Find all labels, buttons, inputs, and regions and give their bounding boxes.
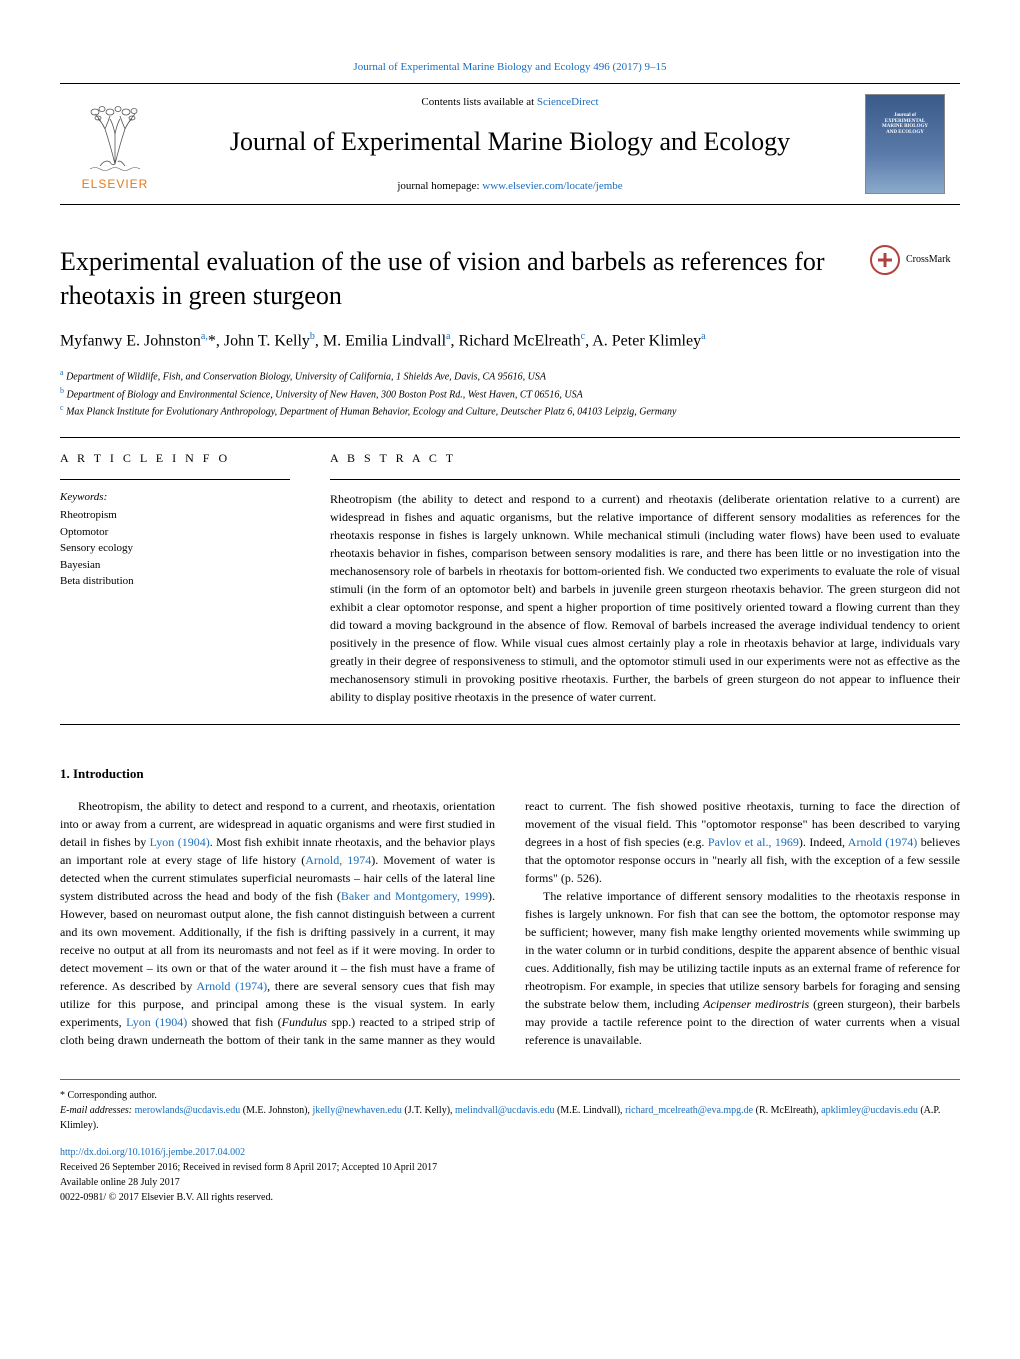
email-link[interactable]: melindvall@ucdavis.edu: [455, 1105, 554, 1116]
crossmark-badge[interactable]: CrossMark: [870, 245, 960, 275]
contents-line: Contents lists available at ScienceDirec…: [170, 95, 850, 110]
ref-arnold-1974[interactable]: Arnold, 1974: [305, 853, 371, 867]
keywords-label: Keywords:: [60, 490, 290, 505]
elsevier-tree-icon: ELSEVIER: [70, 94, 160, 194]
journal-homepage-link[interactable]: www.elsevier.com/locate/jembe: [482, 180, 622, 192]
authors: Myfanwy E. Johnstona,*, John T. Kellyb, …: [60, 329, 960, 353]
intro-body: Rheotropism, the ability to detect and r…: [60, 797, 960, 1049]
article-title: Experimental evaluation of the use of vi…: [60, 245, 870, 313]
crossmark-label: CrossMark: [906, 253, 950, 267]
publisher-logo[interactable]: ELSEVIER: [60, 94, 170, 194]
journal-cover-thumb[interactable]: Journal of EXPERIMENTAL MARINE BIOLOGY A…: [850, 94, 960, 194]
ref-baker-1999[interactable]: Baker and Montgomery, 1999: [341, 889, 488, 903]
ref-arnold-1974-b[interactable]: Arnold (1974): [196, 979, 267, 993]
email-link[interactable]: apklimley@ucdavis.edu: [821, 1105, 918, 1116]
ref-arnold-1974-c[interactable]: Arnold (1974): [848, 835, 917, 849]
available-online: Available online 28 July 2017: [60, 1175, 960, 1190]
keywords-list: RheotropismOptomotorSensory ecologyBayes…: [60, 507, 290, 590]
article-info: A R T I C L E I N F O Keywords: Rheotrop…: [60, 450, 290, 706]
abstract-heading: A B S T R A C T: [330, 450, 960, 467]
ref-lyon-1904-b[interactable]: Lyon (1904): [126, 1015, 187, 1029]
received-dates: Received 26 September 2016; Received in …: [60, 1160, 960, 1175]
email-addresses: E-mail addresses: merowlands@ucdavis.edu…: [60, 1103, 960, 1133]
homepage-line: journal homepage: www.elsevier.com/locat…: [170, 179, 850, 194]
footnotes: * Corresponding author. E-mail addresses…: [60, 1079, 960, 1133]
masthead: ELSEVIER Contents lists available at Sci…: [60, 83, 960, 205]
ref-lyon-1904[interactable]: Lyon (1904): [150, 835, 210, 849]
journal-name: Journal of Experimental Marine Biology a…: [170, 124, 850, 160]
intro-heading: 1. Introduction: [60, 765, 960, 783]
sciencedirect-link[interactable]: ScienceDirect: [537, 96, 599, 108]
email-link[interactable]: jkelly@newhaven.edu: [312, 1105, 401, 1116]
crossmark-icon: [870, 245, 900, 275]
copyright: 0022-0981/ © 2017 Elsevier B.V. All righ…: [60, 1190, 960, 1205]
article-footer: http://dx.doi.org/10.1016/j.jembe.2017.0…: [60, 1145, 960, 1205]
doi-link[interactable]: http://dx.doi.org/10.1016/j.jembe.2017.0…: [60, 1147, 245, 1158]
email-link[interactable]: merowlands@ucdavis.edu: [135, 1105, 241, 1116]
abstract: A B S T R A C T Rheotropism (the ability…: [330, 450, 960, 706]
affiliations: a Department of Wildlife, Fish, and Cons…: [60, 367, 960, 419]
abstract-text: Rheotropism (the ability to detect and r…: [330, 490, 960, 706]
svg-text:ELSEVIER: ELSEVIER: [82, 177, 149, 191]
article-info-heading: A R T I C L E I N F O: [60, 450, 290, 467]
corresponding-author-note: * Corresponding author.: [60, 1088, 960, 1103]
citation-link[interactable]: Journal of Experimental Marine Biology a…: [60, 60, 960, 75]
ref-pavlov-1969[interactable]: Pavlov et al., 1969: [708, 835, 799, 849]
email-link[interactable]: richard_mcelreath@eva.mpg.de: [625, 1105, 753, 1116]
